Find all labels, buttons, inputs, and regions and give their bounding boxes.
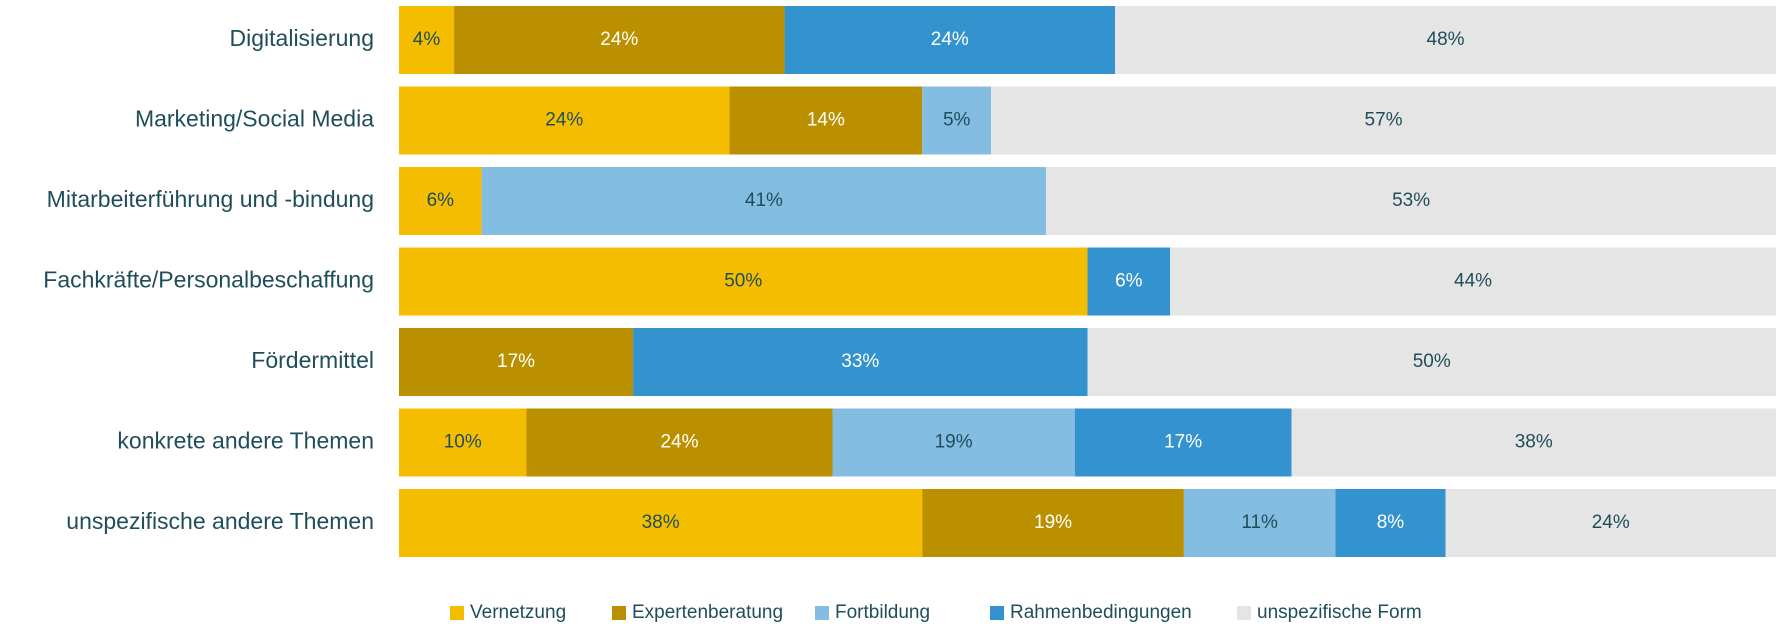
value-label: 14%: [807, 110, 845, 131]
bar-segment: [399, 328, 634, 396]
value-label: 19%: [935, 432, 973, 453]
bar-segment: [399, 408, 527, 477]
bar-segment: [1074, 408, 1292, 477]
value-label: 10%: [444, 432, 482, 453]
bar-segment: [1335, 489, 1446, 557]
bar-segment: [1291, 408, 1776, 477]
category-label: Fördermittel: [251, 347, 374, 373]
bar-segment: [1115, 6, 1776, 74]
legend-label: Fortbildung: [835, 602, 930, 623]
bar-segment: [832, 408, 1075, 477]
value-label: 50%: [724, 271, 762, 292]
category-label: unspezifische andere Themen: [66, 508, 374, 534]
bar-segment: [399, 167, 482, 235]
value-label: 5%: [943, 110, 971, 131]
bar-segment: [454, 6, 785, 74]
value-label: 17%: [1164, 432, 1202, 453]
legend-swatch: [1237, 606, 1251, 620]
category-label: Mitarbeiterführung und -bindung: [47, 186, 374, 212]
bar-segment: [633, 328, 1088, 396]
bar-segment: [481, 167, 1047, 235]
value-label: 17%: [497, 351, 535, 372]
bar-segment: [1046, 167, 1776, 235]
value-label: 57%: [1365, 110, 1403, 131]
value-label: 33%: [841, 351, 879, 372]
bar-segment: [399, 489, 923, 557]
value-label: 19%: [1034, 512, 1072, 533]
legend-swatch: [815, 606, 829, 620]
value-label: 4%: [413, 29, 441, 50]
bar-segment: [1170, 247, 1776, 316]
value-label: 44%: [1454, 271, 1492, 292]
legend-label: Vernetzung: [470, 602, 566, 623]
legend-label: Expertenberatung: [632, 602, 783, 623]
bar-segment: [991, 86, 1776, 155]
value-label: 48%: [1427, 29, 1465, 50]
value-label: 53%: [1392, 190, 1430, 211]
bar-segment: [399, 6, 455, 74]
bar-segment: [1087, 247, 1171, 316]
value-label: 6%: [427, 190, 455, 211]
bar-segment: [922, 86, 992, 155]
bar-segment: [784, 6, 1116, 74]
value-label: 24%: [600, 29, 638, 50]
value-label: 24%: [931, 29, 969, 50]
value-label: 6%: [1115, 271, 1143, 292]
value-label: 38%: [1515, 432, 1553, 453]
value-label: 8%: [1377, 512, 1405, 533]
bar-segment: [399, 86, 730, 155]
value-label: 41%: [745, 190, 783, 211]
bar-segment: [526, 408, 833, 477]
legend-swatch: [990, 606, 1004, 620]
legend-swatch: [612, 606, 626, 620]
bar-segment: [399, 247, 1088, 316]
bar-segment: [1087, 328, 1776, 396]
bar-segment: [1445, 489, 1776, 557]
bar-segment: [729, 86, 923, 155]
legend-swatch: [450, 606, 464, 620]
category-label: konkrete andere Themen: [117, 428, 374, 454]
value-label: 24%: [545, 110, 583, 131]
value-label: 24%: [660, 432, 698, 453]
bar-segment: [922, 489, 1184, 557]
category-label: Marketing/Social Media: [135, 106, 374, 132]
value-label: 38%: [642, 512, 680, 533]
value-label: 50%: [1413, 351, 1451, 372]
value-label: 24%: [1592, 512, 1630, 533]
value-label: 11%: [1241, 512, 1278, 533]
category-label: Fachkräfte/Personalbeschaffung: [43, 267, 374, 293]
legend-label: unspezifische Form: [1257, 602, 1422, 623]
legend-label: Rahmenbedingungen: [1010, 602, 1192, 623]
category-label: Digitalisierung: [230, 25, 374, 51]
bar-segment: [1183, 489, 1336, 557]
